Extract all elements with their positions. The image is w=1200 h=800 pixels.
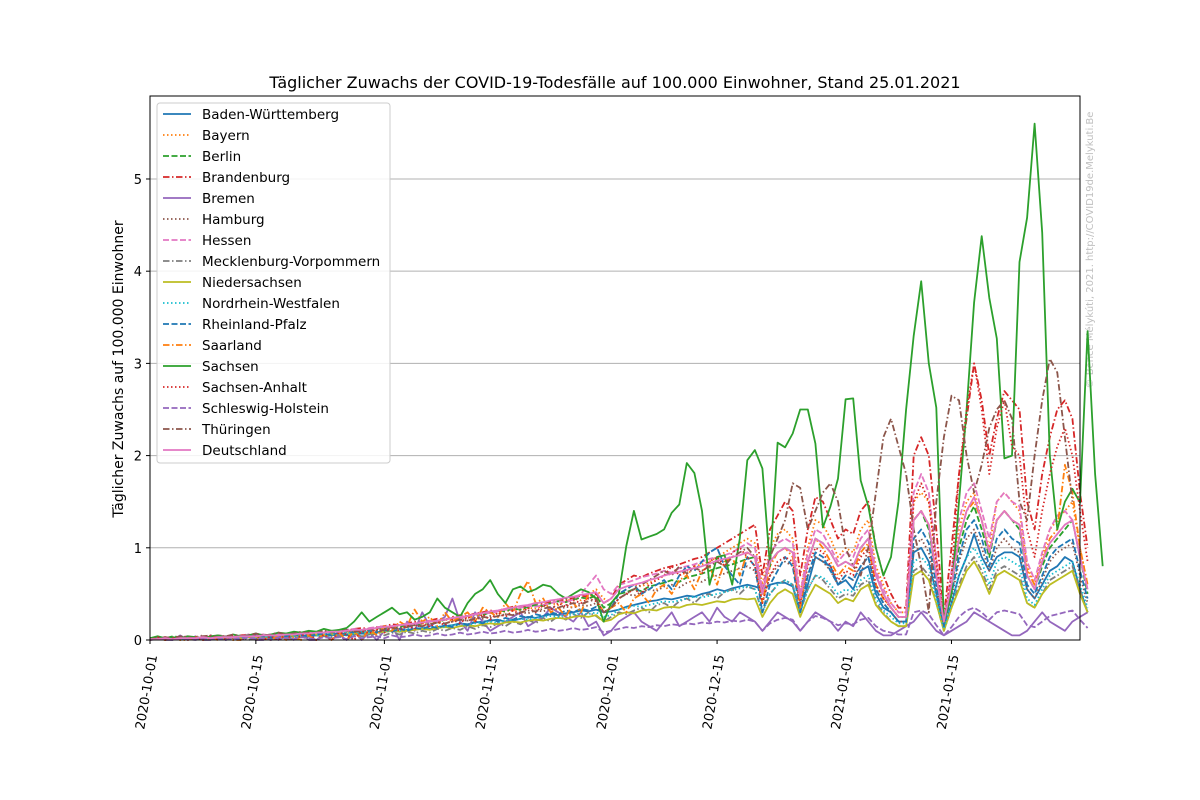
- legend-label: Berlin: [202, 149, 241, 165]
- y-tick-label: 2: [134, 450, 142, 465]
- y-tick-label: 1: [134, 542, 142, 557]
- legend-label: Nordrhein-Westfalen: [202, 296, 340, 312]
- legend-label: Sachsen: [202, 359, 259, 375]
- y-tick-label: 4: [134, 265, 142, 280]
- plot-frame: [149, 95, 1081, 641]
- y-tick-label: 0: [134, 634, 142, 649]
- legend-label: Mecklenburg-Vorpommern: [202, 254, 380, 270]
- legend-label: Brandenburg: [202, 170, 290, 186]
- y-tick-label: 3: [134, 357, 142, 372]
- legend-label: Deutschland: [202, 443, 287, 459]
- legend-label: Hessen: [202, 233, 251, 249]
- legend-label: Saarland: [202, 338, 262, 354]
- series-line-16: [149, 357, 1074, 640]
- series-line-15: [149, 606, 1089, 641]
- series-line-17: [150, 496, 1089, 640]
- legend-label: Rheinland-Pfalz: [202, 317, 307, 333]
- legend-label: Baden-Württemberg: [202, 107, 339, 123]
- legend-label: Thüringen: [201, 422, 271, 438]
- y-axis-label: Täglicher Zuwachs auf 100.000 Einwohner: [111, 220, 127, 519]
- legend-box: [156, 102, 391, 464]
- legend: Baden-Württemberg Bayern Berlin Brandenburg…: [156, 102, 391, 464]
- legend-label: Schleswig-Holstein: [202, 401, 329, 417]
- series-line-8: [149, 556, 1089, 641]
- series-line-5: [149, 597, 1089, 641]
- chart-title: Täglicher Zuwachs der COVID-19-Todesfäll…: [268, 73, 960, 92]
- watermark: © Bence Mélykúti, 2021. http://COVID19de…: [1084, 112, 1096, 389]
- legend-label: Bayern: [202, 128, 250, 144]
- legend-label: Sachsen-Anhalt: [202, 380, 307, 396]
- series-line-12: [149, 463, 1089, 641]
- legend-label: Hamburg: [202, 212, 265, 228]
- y-tick-label: 5: [134, 173, 142, 188]
- legend-label: Bremen: [202, 191, 255, 207]
- series-lines: [149, 122, 1104, 641]
- legend-label: Niedersachsen: [202, 275, 302, 291]
- y-axis-ticks: 0 1 2 3 4 5: [134, 173, 150, 649]
